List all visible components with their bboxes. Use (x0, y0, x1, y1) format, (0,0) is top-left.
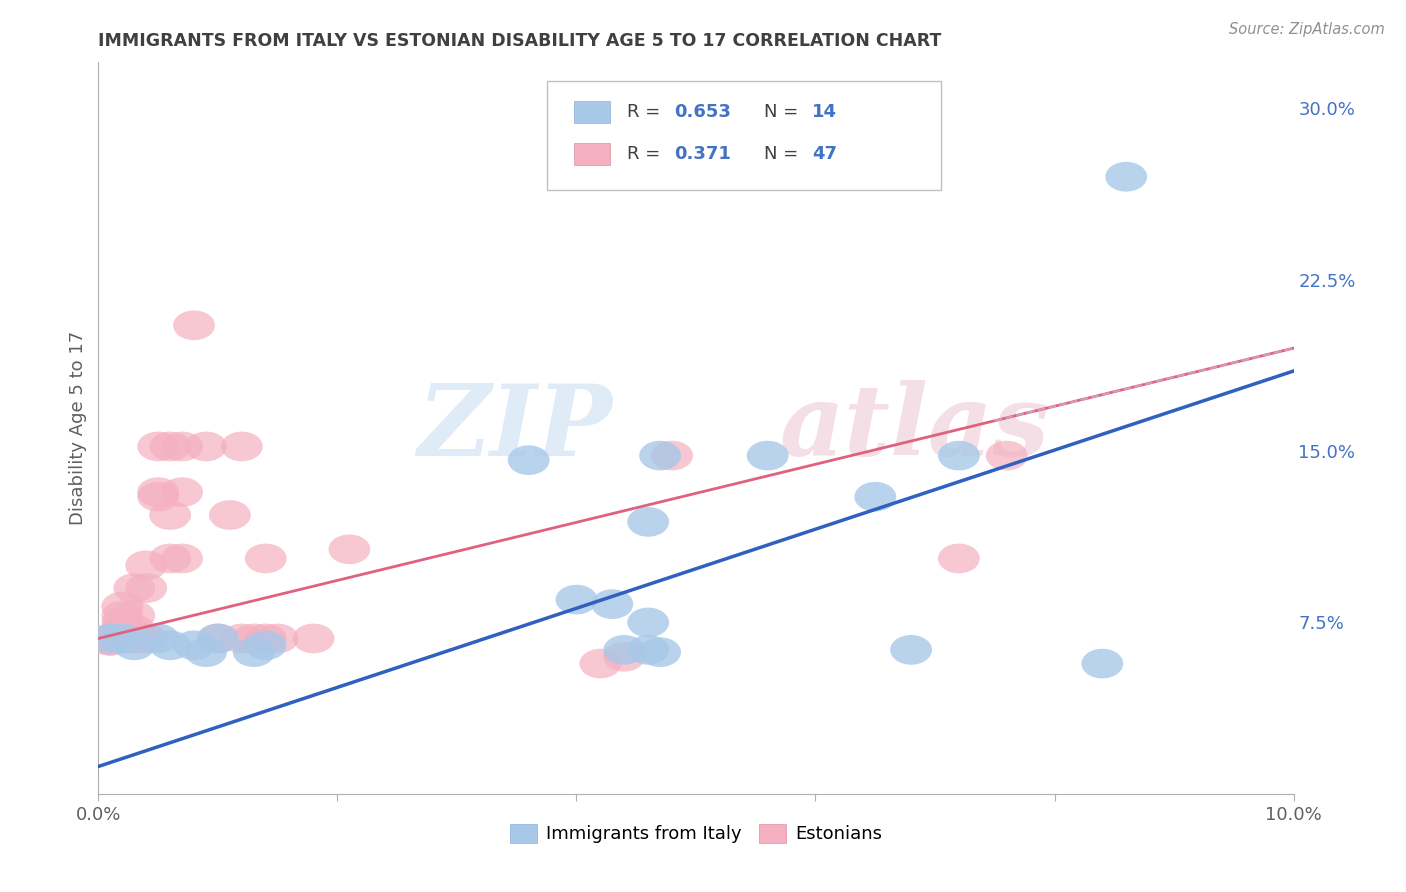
Text: IMMIGRANTS FROM ITALY VS ESTONIAN DISABILITY AGE 5 TO 17 CORRELATION CHART: IMMIGRANTS FROM ITALY VS ESTONIAN DISABI… (98, 32, 942, 50)
Text: Source: ZipAtlas.com: Source: ZipAtlas.com (1229, 22, 1385, 37)
FancyBboxPatch shape (547, 81, 941, 191)
Ellipse shape (138, 432, 179, 461)
Ellipse shape (114, 624, 155, 653)
Ellipse shape (162, 543, 202, 574)
Ellipse shape (125, 624, 167, 653)
Text: 0.653: 0.653 (675, 103, 731, 121)
Ellipse shape (245, 631, 287, 660)
Ellipse shape (592, 590, 633, 619)
Ellipse shape (114, 615, 155, 644)
Ellipse shape (149, 500, 191, 530)
Ellipse shape (90, 624, 131, 653)
Ellipse shape (114, 622, 155, 651)
Ellipse shape (114, 624, 155, 653)
Ellipse shape (138, 624, 179, 653)
Ellipse shape (555, 585, 598, 615)
Ellipse shape (125, 624, 167, 653)
Ellipse shape (186, 432, 226, 461)
Ellipse shape (149, 631, 191, 660)
Ellipse shape (90, 626, 131, 656)
Ellipse shape (245, 543, 287, 574)
Text: atlas: atlas (779, 380, 1050, 476)
Text: 47: 47 (811, 145, 837, 163)
Ellipse shape (101, 624, 143, 653)
Ellipse shape (173, 310, 215, 340)
Ellipse shape (627, 507, 669, 537)
Ellipse shape (651, 441, 693, 470)
Text: ZIP: ZIP (418, 380, 613, 476)
Text: R =: R = (627, 103, 665, 121)
Ellipse shape (221, 624, 263, 653)
Ellipse shape (627, 607, 669, 637)
FancyBboxPatch shape (574, 101, 610, 123)
Ellipse shape (138, 482, 179, 512)
Ellipse shape (1081, 648, 1123, 679)
Ellipse shape (125, 550, 167, 580)
Ellipse shape (197, 624, 239, 653)
Ellipse shape (986, 441, 1028, 470)
Ellipse shape (101, 619, 143, 648)
Text: 0.371: 0.371 (675, 145, 731, 163)
Ellipse shape (640, 441, 681, 470)
Text: R =: R = (627, 145, 665, 163)
Ellipse shape (162, 432, 202, 461)
Ellipse shape (329, 534, 370, 564)
Ellipse shape (640, 637, 681, 667)
Ellipse shape (245, 624, 287, 653)
Ellipse shape (209, 500, 250, 530)
Ellipse shape (579, 648, 621, 679)
Ellipse shape (508, 445, 550, 475)
Ellipse shape (233, 624, 274, 653)
Legend: Immigrants from Italy, Estonians: Immigrants from Italy, Estonians (502, 817, 890, 851)
Ellipse shape (101, 600, 143, 631)
Ellipse shape (162, 477, 202, 507)
Ellipse shape (603, 635, 645, 665)
Ellipse shape (257, 624, 298, 653)
Text: N =: N = (763, 103, 804, 121)
Ellipse shape (186, 637, 226, 667)
Ellipse shape (221, 432, 263, 461)
Ellipse shape (603, 642, 645, 672)
Ellipse shape (114, 574, 155, 603)
Ellipse shape (627, 635, 669, 665)
Ellipse shape (138, 477, 179, 507)
Ellipse shape (90, 626, 131, 656)
Ellipse shape (233, 637, 274, 667)
Text: N =: N = (763, 145, 804, 163)
Ellipse shape (938, 543, 980, 574)
Ellipse shape (114, 600, 155, 631)
Ellipse shape (173, 631, 215, 660)
Ellipse shape (1105, 161, 1147, 192)
Ellipse shape (101, 624, 143, 653)
Ellipse shape (101, 607, 143, 637)
Ellipse shape (101, 615, 143, 644)
Ellipse shape (90, 624, 131, 653)
Ellipse shape (114, 624, 155, 653)
Ellipse shape (101, 591, 143, 622)
Ellipse shape (890, 635, 932, 665)
Ellipse shape (149, 543, 191, 574)
Ellipse shape (101, 615, 143, 644)
Ellipse shape (149, 432, 191, 461)
Ellipse shape (114, 631, 155, 660)
Ellipse shape (747, 441, 789, 470)
Ellipse shape (855, 482, 896, 512)
Ellipse shape (125, 574, 167, 603)
Ellipse shape (292, 624, 335, 653)
Ellipse shape (197, 624, 239, 653)
Y-axis label: Disability Age 5 to 17: Disability Age 5 to 17 (69, 331, 87, 525)
Ellipse shape (938, 441, 980, 470)
Text: 14: 14 (811, 103, 837, 121)
FancyBboxPatch shape (574, 143, 610, 165)
